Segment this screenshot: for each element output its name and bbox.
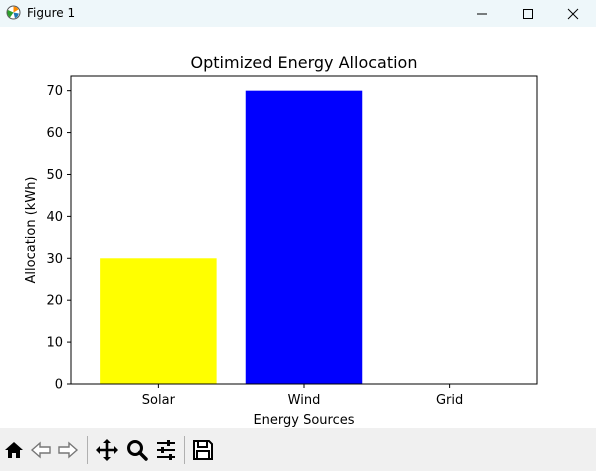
x-axis-label: Energy Sources [253,413,354,428]
close-icon [567,8,579,20]
x-tick-label: Solar [142,393,176,408]
back-button[interactable] [28,437,54,463]
y-axis-label: Allocation (kWh) [24,177,39,284]
forward-icon [57,439,79,461]
home-icon [3,439,25,461]
x-tick-label: Grid [436,393,463,408]
configure-subplots-icon [154,438,178,462]
forward-button[interactable] [55,437,81,463]
matplotlib-app-icon [6,5,21,20]
x-tick-label: Wind [288,393,321,408]
save-button[interactable] [190,437,216,463]
navigation-toolbar [0,428,596,471]
bar-chart: Optimized Energy Allocation 0 10 20 30 40 50 6… [0,27,596,428]
save-icon [191,438,215,462]
maximize-icon [522,8,534,20]
chart-title: Optimized Energy Allocation [191,53,418,72]
minimize-icon [476,8,488,20]
toolbar-separator [184,436,185,464]
y-tick-label: 70 [46,84,63,99]
maximize-button[interactable] [505,0,551,27]
title-bar[interactable]: Figure 1 [0,0,596,27]
bar-solar [100,258,217,384]
window-title: Figure 1 [27,6,75,20]
figure-canvas[interactable]: Optimized Energy Allocation 0 10 20 30 40 50 6… [0,27,596,428]
pan-icon [95,438,119,462]
y-tick-label: 50 [46,168,63,183]
back-icon [30,439,52,461]
zoom-icon [125,438,149,462]
y-tick-label: 60 [46,126,63,141]
zoom-button[interactable] [124,437,150,463]
y-tick-label: 0 [55,378,63,393]
home-button[interactable] [1,437,27,463]
y-tick-label: 20 [46,294,63,309]
minimize-button[interactable] [459,0,505,27]
toolbar-separator [87,436,88,464]
bar-wind [246,91,363,384]
y-tick-label: 10 [46,336,63,351]
configure-subplots-button[interactable] [153,437,179,463]
pan-button[interactable] [94,437,120,463]
y-tick-label: 30 [46,252,63,267]
close-button[interactable] [550,0,596,27]
y-tick-label: 40 [46,210,63,225]
